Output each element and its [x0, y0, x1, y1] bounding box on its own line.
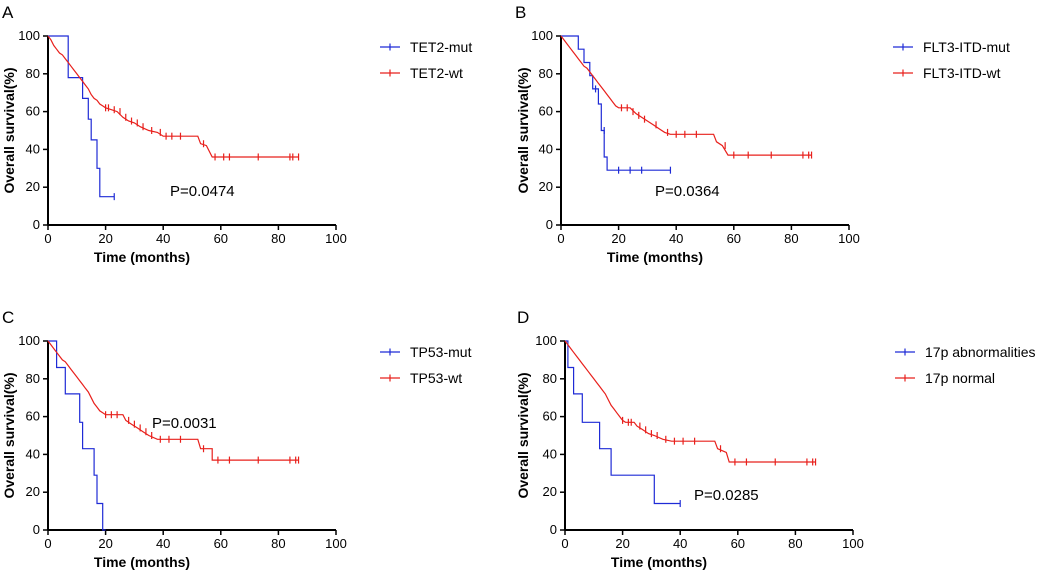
- panel-b: B 0 20 40 60 80 100 0 20 40 60 80 100 Time (months) Ov…: [515, 3, 1010, 265]
- y-tick-label: 100: [535, 333, 557, 348]
- panel-d: D 0 20 40 60 80 100 0 20 40 60 80 100 Time (months) Ov…: [515, 308, 1036, 570]
- y-tick-label: 0: [550, 522, 557, 537]
- series-line-wt: [47, 35, 299, 158]
- x-tick-label: 20: [98, 231, 112, 246]
- x-axis-title: Time (months): [94, 554, 190, 570]
- x-tick-label: 20: [98, 536, 112, 551]
- panel-letter: D: [517, 308, 529, 327]
- y-tick-label: 20: [26, 179, 40, 194]
- x-tick-label: 100: [325, 536, 347, 551]
- x-tick-label: 80: [784, 231, 798, 246]
- y-tick-label: 40: [539, 141, 553, 156]
- y-tick-label: 100: [18, 333, 40, 348]
- y-tick-label: 80: [543, 371, 557, 386]
- y-tick-label: 60: [539, 104, 553, 119]
- x-tick-label: 0: [44, 536, 51, 551]
- x-axis-title: Time (months): [94, 249, 190, 265]
- legend-label: FLT3-ITD-wt: [923, 65, 1001, 81]
- panel-a: A 0 20 40 60 80 100 0 20 40 60 80 100 Time (months) Ov…: [1, 3, 472, 265]
- y-tick-label: 20: [26, 484, 40, 499]
- y-tick-label: 40: [26, 446, 40, 461]
- y-tick-label: 60: [26, 409, 40, 424]
- y-tick-label: 80: [26, 371, 40, 386]
- y-axis-title: Overall survival(%): [515, 372, 531, 498]
- y-tick-label: 0: [546, 217, 553, 232]
- panel-letter: B: [515, 3, 526, 22]
- x-tick-label: 0: [557, 231, 564, 246]
- y-tick-label: 0: [33, 217, 40, 232]
- x-tick-label: 20: [615, 536, 629, 551]
- p-value-label: P=0.0474: [170, 183, 235, 200]
- series-line-mut: [565, 340, 681, 505]
- x-axis-title: Time (months): [607, 249, 703, 265]
- y-tick-label: 80: [26, 66, 40, 81]
- y-tick-label: 40: [26, 141, 40, 156]
- y-tick-label: 40: [543, 446, 557, 461]
- x-tick-label: 80: [271, 536, 285, 551]
- legend-label: FLT3-ITD-mut: [923, 39, 1010, 55]
- y-tick-label: 20: [543, 484, 557, 499]
- x-tick-label: 0: [44, 231, 51, 246]
- x-tick-label: 100: [325, 231, 347, 246]
- y-axis-title: Overall survival(%): [1, 372, 17, 498]
- legend-label: TP53-wt: [410, 370, 462, 386]
- x-tick-label: 80: [271, 231, 285, 246]
- legend-label: 17p normal: [925, 370, 995, 386]
- x-tick-label: 40: [156, 536, 170, 551]
- x-tick-label: 40: [669, 231, 683, 246]
- x-tick-label: 0: [561, 536, 568, 551]
- x-axis-title: Time (months): [611, 554, 707, 570]
- p-value-label: P=0.0031: [152, 415, 217, 432]
- x-tick-label: 60: [727, 231, 741, 246]
- series-line-mut: [48, 340, 106, 531]
- x-tick-label: 100: [838, 231, 860, 246]
- series-line-wt: [47, 340, 299, 461]
- series-line-mut: [48, 35, 115, 198]
- p-value-label: P=0.0285: [694, 487, 759, 504]
- y-tick-label: 100: [531, 28, 553, 43]
- x-tick-label: 40: [156, 231, 170, 246]
- x-tick-label: 40: [673, 536, 687, 551]
- legend-label: 17p abnormalities: [925, 344, 1036, 360]
- y-tick-label: 60: [543, 409, 557, 424]
- x-tick-label: 20: [611, 231, 625, 246]
- panel-c: C 0 20 40 60 80 100 0 20 40 60 80 100 Time (months) Ov…: [1, 308, 472, 570]
- legend-label: TP53-mut: [410, 344, 472, 360]
- y-axis-title: Overall survival(%): [1, 67, 17, 193]
- legend-label: TET2-mut: [410, 39, 472, 55]
- panel-letter: C: [2, 308, 14, 327]
- x-tick-label: 60: [731, 536, 745, 551]
- legend-label: TET2-wt: [410, 65, 463, 81]
- y-tick-label: 0: [33, 522, 40, 537]
- panel-letter: A: [2, 3, 14, 22]
- x-tick-label: 60: [214, 231, 228, 246]
- y-axis-title: Overall survival(%): [515, 67, 531, 193]
- y-tick-label: 60: [26, 104, 40, 119]
- y-tick-label: 100: [18, 28, 40, 43]
- y-tick-label: 20: [539, 179, 553, 194]
- y-tick-label: 80: [539, 66, 553, 81]
- p-value-label: P=0.0364: [655, 183, 720, 200]
- x-tick-label: 60: [214, 536, 228, 551]
- series-line-mut: [561, 35, 671, 171]
- x-tick-label: 100: [842, 536, 864, 551]
- series-line-wt: [564, 340, 816, 463]
- x-tick-label: 80: [788, 536, 802, 551]
